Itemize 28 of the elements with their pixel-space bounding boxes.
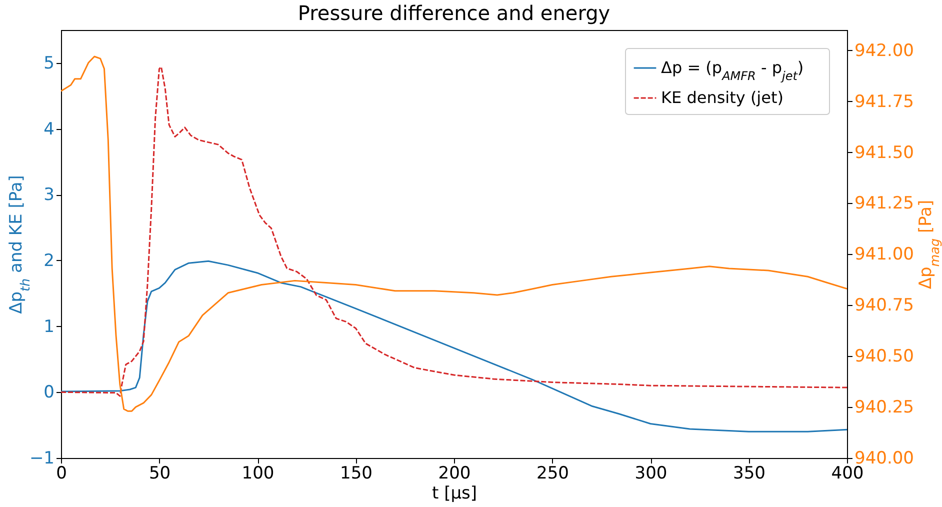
y2-tick-label: 941.25 — [854, 194, 914, 214]
x-tick-label: 350 — [733, 464, 766, 484]
y2-tick-label: 940.50 — [854, 346, 914, 367]
y-tick-label: 3 — [44, 185, 54, 206]
legend-label: Δp = (p$_{AMFR}$ - p$_{jet}$) — [661, 58, 804, 83]
x-tick-label: 250 — [536, 464, 569, 484]
x-tick-label: 0 — [56, 464, 67, 484]
x-axis-title: t [μs] — [432, 484, 478, 504]
y2-tick-label: 941.00 — [854, 244, 914, 265]
y-tick-label: 1 — [44, 316, 54, 337]
line-series — [61, 260, 847, 432]
x-tick-label: 200 — [438, 464, 471, 484]
y-tick-label: 5 — [44, 53, 54, 74]
chart-title: Pressure difference and energy — [298, 1, 610, 25]
y2-tick-label: 940.25 — [854, 398, 914, 418]
x-tick-label: 300 — [634, 464, 668, 484]
y-tick-label: 4 — [44, 119, 54, 140]
y2-tick-label: 941.75 — [854, 92, 914, 112]
x-tick-label: 50 — [148, 464, 171, 484]
x-tick-label: 150 — [340, 464, 372, 484]
legend-label: KE density (jet) — [661, 88, 784, 107]
x-tick-label: 100 — [242, 464, 274, 484]
y2-tick-label: 942.00 — [854, 40, 914, 61]
y2-tick-label: 941.50 — [854, 142, 914, 163]
y-tick-label: 0 — [44, 382, 54, 403]
y-tick-label: 2 — [44, 250, 54, 271]
y-tick-label: −1 — [29, 448, 54, 468]
y2-tick-label: 940.75 — [854, 296, 914, 316]
